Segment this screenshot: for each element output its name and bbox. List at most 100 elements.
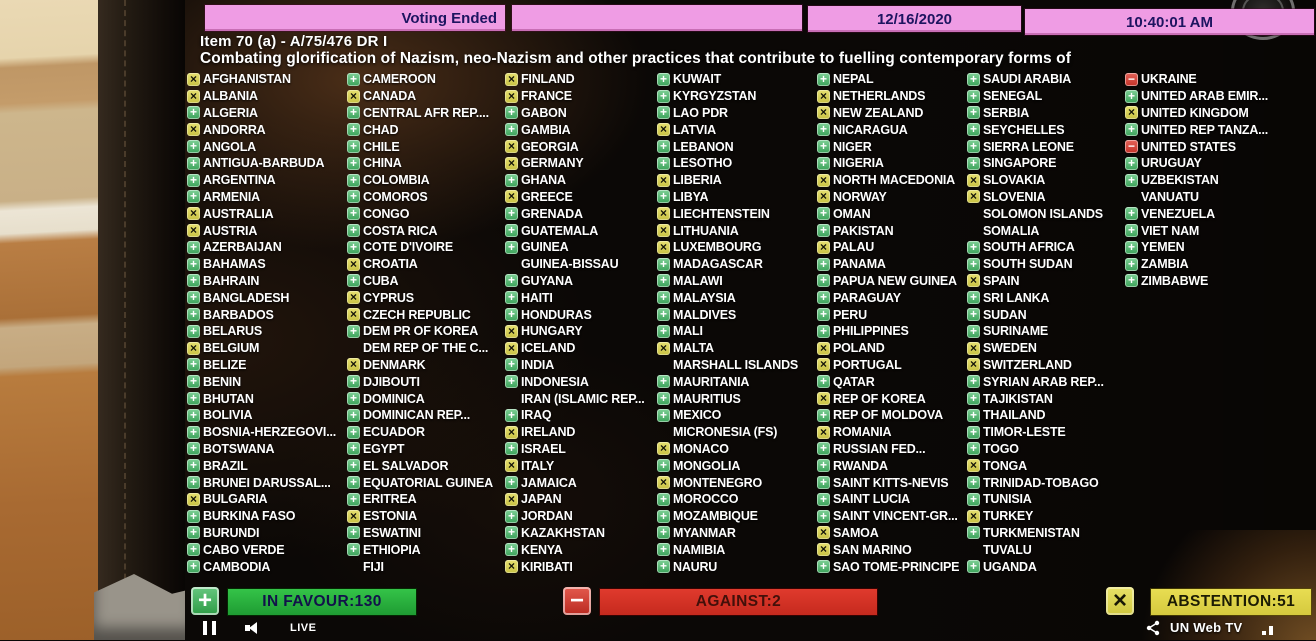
- vote-in-favour-icon: +: [817, 291, 830, 305]
- country-name: ZAMBIA: [1141, 257, 1189, 272]
- resolution-title: Combating glorification of Nazism, neo-N…: [200, 50, 1071, 67]
- country-row: + ESWATINI: [345, 525, 503, 542]
- country-row: + ISRAEL: [503, 441, 655, 458]
- vote-in-favour-icon: +: [347, 140, 360, 154]
- country-name: ANGOLA: [203, 139, 256, 154]
- country-row: + MAURITIUS: [655, 390, 815, 407]
- country-row: × SLOVENIA: [965, 189, 1123, 206]
- country-row: + ZIMBABWE: [1123, 273, 1316, 290]
- vote-in-favour-icon: +: [1125, 240, 1138, 254]
- vote-in-favour-icon: +: [1125, 257, 1138, 271]
- vote-abstention-icon: ×: [505, 156, 518, 170]
- country-row: + PAPUA NEW GUINEA: [815, 273, 965, 290]
- country-name: SWEDEN: [983, 341, 1037, 356]
- country-name: SAINT LUCIA: [833, 492, 910, 507]
- vote-in-favour-icon: +: [187, 190, 200, 204]
- country-vote-grid: × AFGHANISTAN × ALBANIA + ALGERIA × ANDORRA + ANG…: [185, 71, 1316, 575]
- vote-in-favour-icon: +: [657, 190, 670, 204]
- country-name: PANAMA: [833, 257, 886, 272]
- country-name: SAUDI ARABIA: [983, 72, 1072, 87]
- vote-in-favour-icon: +: [817, 308, 830, 322]
- country-row: + SURINAME: [965, 323, 1123, 340]
- stats-bars-icon[interactable]: [1261, 626, 1273, 635]
- vote-abstention-icon: ×: [505, 492, 518, 506]
- country-name: SLOVENIA: [983, 189, 1046, 204]
- country-name: NORWAY: [833, 189, 887, 204]
- vote-in-favour-icon: +: [657, 72, 670, 86]
- country-name: MONACO: [673, 441, 729, 456]
- country-row: + CUBA: [345, 273, 503, 290]
- voting-status-bar: Voting Ended: [205, 5, 505, 31]
- country-name: OMAN: [833, 206, 871, 221]
- country-name: CHAD: [363, 122, 399, 137]
- country-name: MOZAMBIQUE: [673, 509, 758, 524]
- vote-in-favour-icon: +: [347, 425, 360, 439]
- country-row: + GUYANA: [503, 273, 655, 290]
- country-name: AUSTRALIA: [203, 206, 274, 221]
- vote-in-favour-icon: +: [967, 240, 980, 254]
- vote-in-favour-icon: +: [967, 560, 980, 573]
- country-row: × GERMANY: [503, 155, 655, 172]
- vote-in-favour-icon: +: [967, 425, 980, 439]
- country-row: × GREECE: [503, 189, 655, 206]
- country-row: + BELIZE: [185, 357, 345, 374]
- vote-in-favour-icon: +: [967, 72, 980, 86]
- date-text: 12/16/2020: [876, 10, 953, 28]
- country-row: + KENYA: [503, 541, 655, 558]
- country-name: ERITREA: [363, 492, 417, 507]
- country-name: QATAR: [833, 374, 875, 389]
- volume-icon[interactable]: [245, 620, 263, 636]
- time-bar: 10:40:01 AM: [1025, 9, 1314, 35]
- country-name: YEMEN: [1141, 240, 1185, 255]
- share-icon[interactable]: [1145, 620, 1161, 641]
- country-name: DOMINICA: [363, 391, 425, 406]
- vote-in-favour-icon: +: [657, 291, 670, 305]
- country-name: CHINA: [363, 156, 402, 171]
- country-name: BRUNEI DARUSSAL...: [203, 475, 331, 490]
- country-name: MADAGASCAR: [673, 257, 763, 272]
- vote-in-favour-icon: +: [817, 156, 830, 170]
- vote-in-favour-icon: +: [657, 459, 670, 473]
- country-name: MONGOLIA: [673, 458, 741, 473]
- vote-in-favour-icon: +: [347, 375, 360, 389]
- country-row: + CHAD: [345, 121, 503, 138]
- country-row: + PAKISTAN: [815, 222, 965, 239]
- country-row: + JORDAN: [503, 508, 655, 525]
- country-name: UGANDA: [983, 559, 1037, 574]
- vote-in-favour-icon: +: [1125, 156, 1138, 170]
- country-row: + NIGERIA: [815, 155, 965, 172]
- country-name: AFGHANISTAN: [203, 72, 291, 87]
- country-name: FRANCE: [521, 89, 572, 104]
- country-name: BRAZIL: [203, 458, 248, 473]
- country-row: + KYRGYZSTAN: [655, 88, 815, 105]
- vote-abstention-icon: ×: [657, 224, 670, 238]
- country-row: + BARBADOS: [185, 306, 345, 323]
- country-row: × AUSTRALIA: [185, 205, 345, 222]
- country-column-5: + NEPAL × NETHERLANDS × NEW ZEALAND + NICARAGUA…: [815, 71, 965, 575]
- vote-in-favour-icon: +: [187, 375, 200, 389]
- country-row: + ERITREA: [345, 491, 503, 508]
- country-row: + ANGOLA: [185, 138, 345, 155]
- vote-in-favour-icon: +: [187, 442, 200, 456]
- country-row: + SENEGAL: [965, 88, 1123, 105]
- vote-in-favour-icon: +: [505, 308, 518, 322]
- country-row: + BAHRAIN: [185, 273, 345, 290]
- country-row: + ETHIOPIA: [345, 541, 503, 558]
- country-row: + COMOROS: [345, 189, 503, 206]
- vote-in-favour-icon: +: [505, 291, 518, 305]
- country-row: + KUWAIT: [655, 71, 815, 88]
- vote-in-favour-icon: +: [187, 392, 200, 406]
- country-row: + ECUADOR: [345, 424, 503, 441]
- country-row: + CAMEROON: [345, 71, 503, 88]
- vote-in-favour-icon: +: [505, 509, 518, 523]
- country-row: × REP OF KOREA: [815, 390, 965, 407]
- country-name: ECUADOR: [363, 425, 425, 440]
- vote-in-favour-icon: +: [347, 543, 360, 557]
- vote-in-favour-icon: +: [817, 224, 830, 238]
- country-name: TOGO: [983, 441, 1019, 456]
- country-row: + BOTSWANA: [185, 441, 345, 458]
- country-row: + GRENADA: [503, 205, 655, 222]
- country-row: × LATVIA: [655, 121, 815, 138]
- pause-button[interactable]: [203, 621, 216, 635]
- country-row: × FINLAND: [503, 71, 655, 88]
